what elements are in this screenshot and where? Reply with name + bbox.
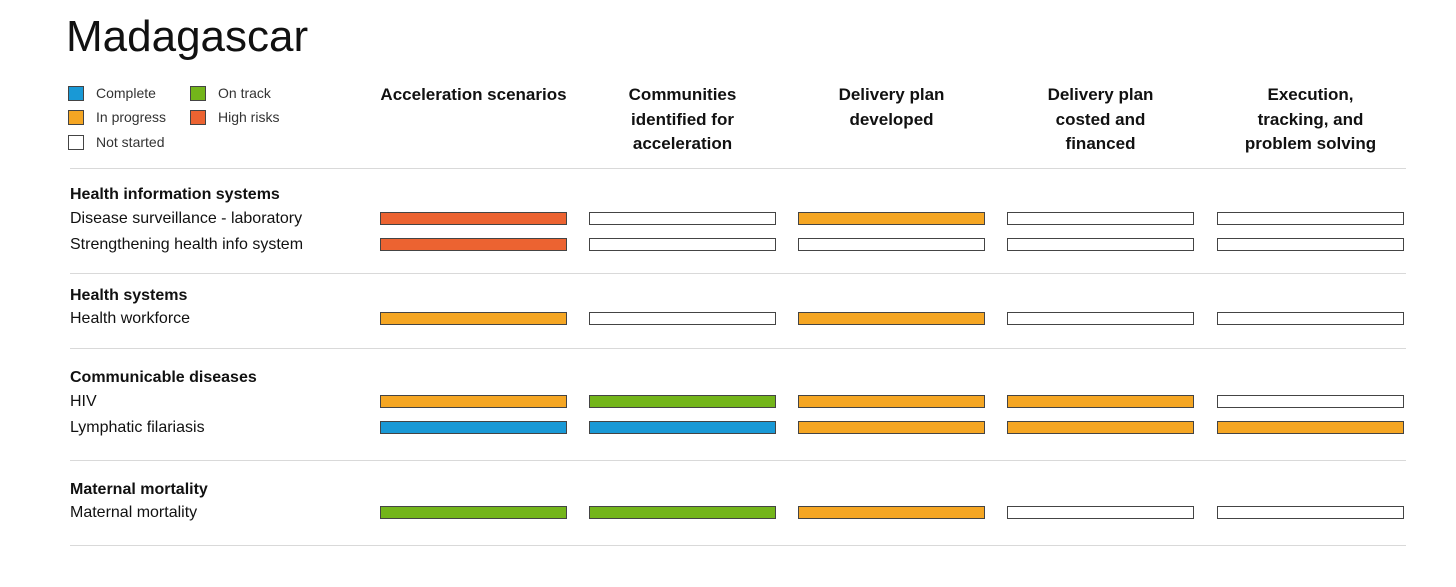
status-bar-not-started — [589, 212, 776, 225]
column-header: Delivery plan costed and financed — [1001, 83, 1201, 157]
column-header-line: tracking, and — [1257, 109, 1364, 129]
status-bar-in-progress — [798, 395, 985, 408]
section-title: Communicable diseases — [70, 369, 257, 386]
column-header: Execution, tracking, and problem solving — [1211, 83, 1411, 157]
column-header-line: Acceleration scenarios — [380, 85, 567, 104]
column-header: Acceleration scenarios — [374, 83, 574, 108]
status-bar-not-started — [1217, 238, 1404, 251]
legend-swatch — [68, 109, 84, 125]
column-header-line: costed and — [1055, 109, 1146, 129]
status-bar-not-started — [1217, 506, 1404, 519]
status-bar-in-progress — [798, 506, 985, 519]
column-header-line: Delivery plan — [838, 85, 945, 104]
status-bar-on-track — [380, 506, 567, 519]
row-label: Maternal mortality — [70, 504, 198, 521]
column-header-line: Delivery plan — [1047, 85, 1154, 104]
legend-label: In progress — [96, 109, 167, 125]
status-bar-not-started — [1007, 238, 1194, 251]
column-header-line: identified for — [631, 109, 734, 129]
row-label: Lymphatic filariasis — [70, 419, 205, 436]
divider — [70, 545, 1406, 546]
column-header-line: problem solving — [1244, 134, 1377, 153]
status-bar-in-progress — [1007, 421, 1194, 434]
page-title: Madagascar — [66, 12, 309, 61]
status-bar-high-risks — [380, 212, 567, 225]
legend-swatch — [190, 85, 206, 101]
legend-label: High risks — [218, 109, 280, 125]
status-bar-not-started — [1007, 506, 1194, 519]
status-bar-in-progress — [798, 312, 985, 325]
divider — [70, 460, 1406, 461]
status-bar-complete — [380, 421, 567, 434]
status-bar-not-started — [1007, 312, 1194, 325]
row-label: Disease surveillance - laboratory — [70, 210, 303, 227]
legend-item-high-risks: High risks — [190, 109, 279, 125]
status-bar-not-started — [1217, 395, 1404, 408]
column-header-line: Execution, — [1267, 85, 1354, 104]
column-header-line: financed — [1065, 134, 1136, 153]
status-bar-not-started — [1217, 312, 1404, 325]
row-label: Health workforce — [70, 310, 191, 327]
legend-label: On track — [218, 85, 271, 101]
legend-label: Not started — [96, 134, 165, 150]
column-header: Delivery plan developed — [792, 83, 992, 132]
legend-item-in-progress: In progress — [68, 109, 166, 125]
status-bar-in-progress — [798, 212, 985, 225]
legend-label: Complete — [96, 85, 156, 101]
status-bar-on-track — [589, 506, 776, 519]
section-title: Maternal mortality — [70, 481, 208, 498]
divider — [70, 348, 1406, 349]
divider — [70, 273, 1406, 274]
status-bar-not-started — [798, 238, 985, 251]
column-header-line: Communities — [628, 85, 737, 104]
divider — [70, 168, 1406, 169]
column-header-line: developed — [849, 109, 934, 129]
column-header-line: acceleration — [632, 134, 733, 153]
column-header: Communities identified for acceleration — [583, 83, 783, 157]
status-bar-in-progress — [1217, 421, 1404, 434]
legend-item-not-started: Not started — [68, 134, 164, 150]
legend-swatch — [68, 85, 84, 101]
status-bar-high-risks — [380, 238, 567, 251]
status-bar-not-started — [1217, 212, 1404, 225]
legend-swatch — [190, 109, 206, 125]
status-bar-not-started — [589, 238, 776, 251]
status-bar-in-progress — [380, 395, 567, 408]
status-bar-in-progress — [798, 421, 985, 434]
row-label: Strengthening health info system — [70, 236, 304, 253]
legend-item-on-track: On track — [190, 85, 271, 101]
section-title: Health systems — [70, 287, 188, 304]
section-title: Health information systems — [70, 186, 280, 203]
status-bar-not-started — [589, 312, 776, 325]
legend-item-complete: Complete — [68, 85, 156, 101]
status-bar-on-track — [589, 395, 776, 408]
status-bar-not-started — [1007, 212, 1194, 225]
legend-swatch — [68, 134, 84, 150]
status-bar-complete — [589, 421, 776, 434]
status-bar-in-progress — [380, 312, 567, 325]
status-bar-in-progress — [1007, 395, 1194, 408]
row-label: HIV — [70, 393, 97, 410]
